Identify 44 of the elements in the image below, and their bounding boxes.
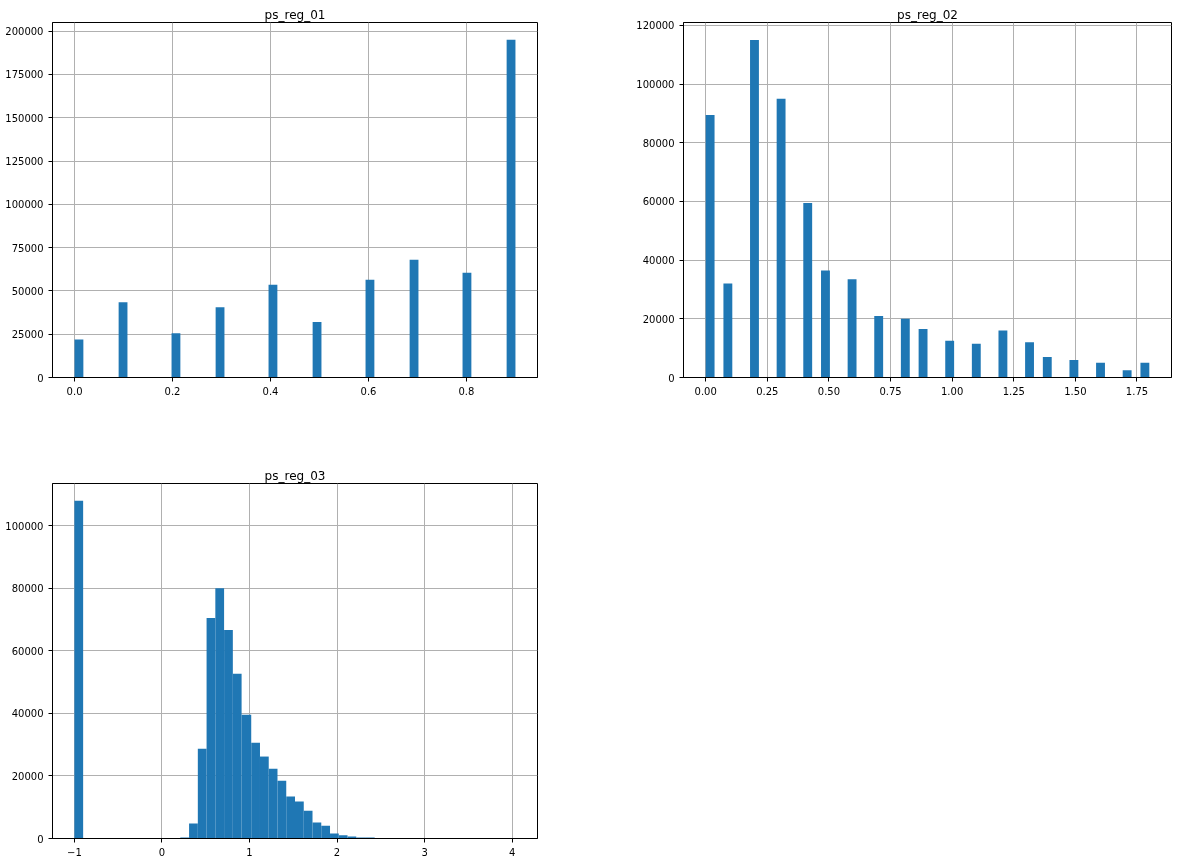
y-tick-label: 60000: [642, 196, 675, 208]
y-tick-label: 50000: [11, 285, 44, 297]
y-tick-label: 80000: [642, 137, 675, 149]
x-tick-label: 0.8: [458, 385, 475, 397]
x-tick-label: 0.25: [756, 385, 779, 397]
x-tick-label: 0.00: [694, 385, 717, 397]
x-tick-label: 0.0: [66, 385, 83, 397]
y-tick-label: 200000: [5, 26, 44, 38]
x-tick-label: 3: [421, 846, 428, 858]
x-tick-label: −1: [67, 846, 82, 858]
x-tick-label: 0.75: [879, 385, 902, 397]
x-tick-label: 0.4: [262, 385, 279, 397]
y-tick-label: 100000: [5, 520, 44, 532]
y-tick-label: 20000: [11, 770, 44, 782]
y-tick-label: 100000: [636, 79, 675, 91]
y-tick-label: 40000: [642, 255, 675, 267]
x-tick-label: 1.00: [941, 385, 964, 397]
y-tick-label: 20000: [642, 313, 675, 325]
y-tick-label: 40000: [11, 708, 44, 720]
x-tick-label: 1.50: [1064, 385, 1087, 397]
y-tick-label: 60000: [11, 645, 44, 657]
x-tick-label: 1.75: [1125, 385, 1149, 397]
y-tick-label: 25000: [11, 329, 44, 341]
y-tick-label: 80000: [11, 583, 44, 595]
y-tick-label: 100000: [5, 199, 44, 211]
x-tick-label: 0: [158, 846, 166, 858]
y-tick-label: 75000: [11, 242, 44, 254]
x-tick-label: 1: [246, 846, 253, 858]
x-tick-label: 0.6: [360, 385, 377, 397]
y-tick-label: 0: [37, 372, 44, 384]
y-tick-label: 150000: [5, 112, 44, 124]
chart-title: ps_reg_01: [264, 7, 326, 22]
chart-title: ps_reg_02: [897, 7, 958, 22]
y-tick-label: 120000: [636, 20, 675, 32]
y-tick-label: 125000: [5, 156, 44, 168]
y-tick-label: 0: [37, 833, 44, 845]
y-tick-label: 175000: [5, 69, 44, 81]
y-tick-label: 0: [668, 372, 675, 384]
x-tick-label: 4: [508, 846, 516, 858]
x-tick-label: 0.50: [817, 385, 841, 397]
x-tick-label: 0.2: [164, 385, 181, 397]
x-tick-label: 2: [333, 846, 341, 858]
x-tick-label: 1.25: [1002, 385, 1025, 397]
chart-title: ps_reg_03: [264, 468, 326, 483]
